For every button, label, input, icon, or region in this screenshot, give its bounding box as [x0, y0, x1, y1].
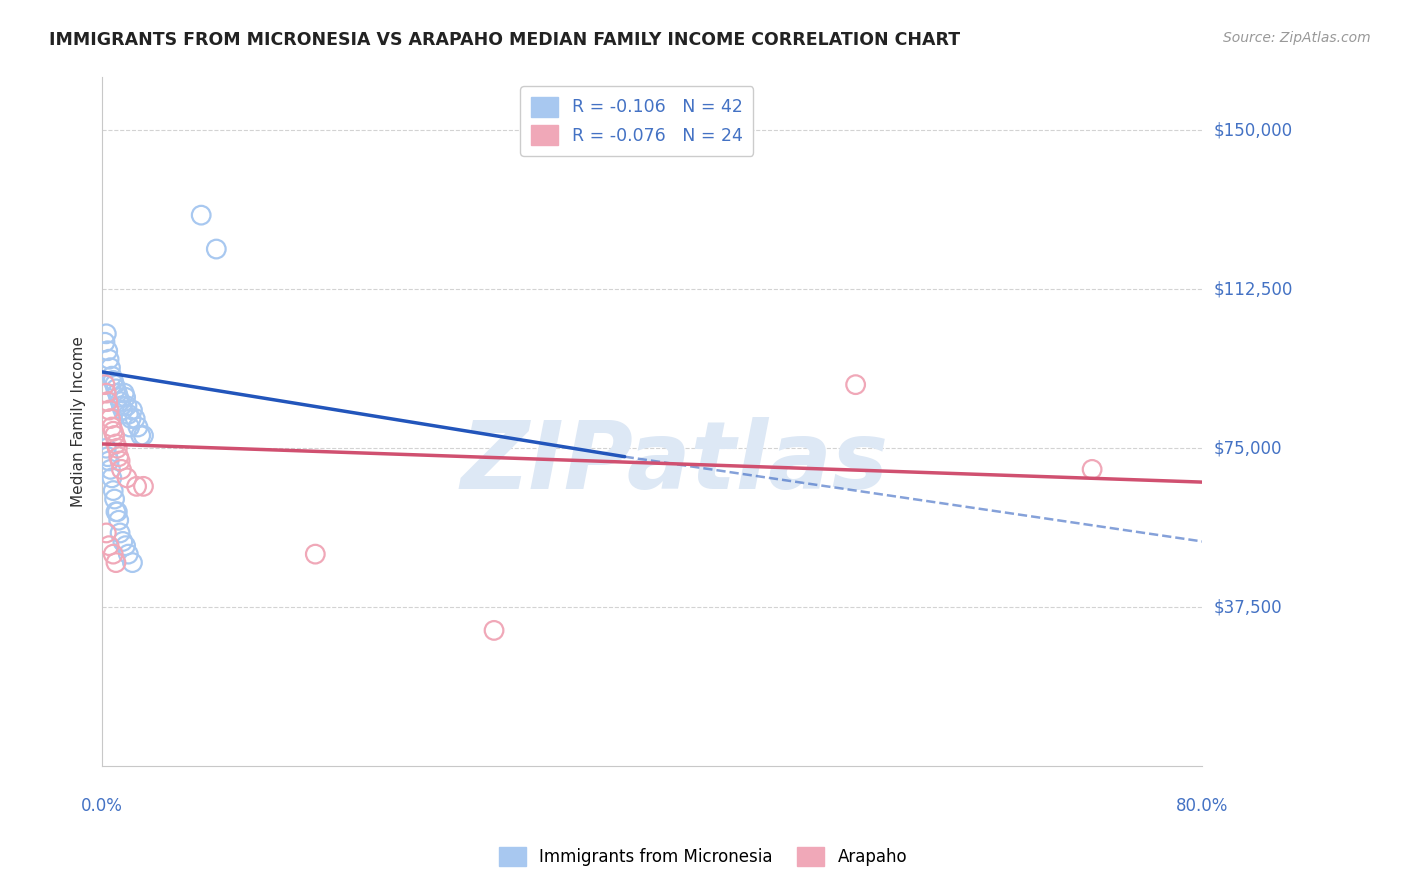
Point	[105, 386, 128, 401]
Point	[104, 382, 127, 396]
Text: $37,500: $37,500	[1213, 599, 1282, 616]
Point	[205, 242, 228, 256]
Text: 0.0%: 0.0%	[82, 797, 124, 814]
Point	[121, 556, 143, 570]
Point	[103, 377, 125, 392]
Point	[104, 556, 127, 570]
Legend: R = -0.106   N = 42, R = -0.076   N = 24: R = -0.106 N = 42, R = -0.076 N = 24	[520, 87, 754, 156]
Point	[115, 399, 138, 413]
Point	[108, 454, 131, 468]
Text: IMMIGRANTS FROM MICRONESIA VS ARAPAHO MEDIAN FAMILY INCOME CORRELATION CHART: IMMIGRANTS FROM MICRONESIA VS ARAPAHO ME…	[49, 31, 960, 49]
Point	[112, 386, 135, 401]
Point	[110, 462, 132, 476]
Point	[96, 326, 118, 341]
Point	[104, 437, 127, 451]
Point	[105, 441, 128, 455]
Text: $112,500: $112,500	[1213, 280, 1292, 298]
Point	[103, 424, 125, 438]
Point	[108, 525, 131, 540]
Point	[103, 428, 125, 442]
Point	[94, 335, 117, 350]
Text: Source: ZipAtlas.com: Source: ZipAtlas.com	[1223, 31, 1371, 45]
Point	[103, 491, 125, 506]
Point	[97, 450, 120, 464]
Point	[125, 479, 148, 493]
Point	[97, 394, 120, 409]
Point	[117, 547, 139, 561]
Text: 80.0%: 80.0%	[1175, 797, 1229, 814]
Point	[98, 454, 121, 468]
Point	[1081, 462, 1104, 476]
Point	[96, 386, 118, 401]
Point	[108, 394, 131, 409]
Y-axis label: Median Family Income: Median Family Income	[72, 336, 86, 508]
Point	[127, 420, 149, 434]
Point	[101, 420, 124, 434]
Point	[482, 624, 505, 638]
Point	[111, 534, 134, 549]
Point	[114, 539, 136, 553]
Point	[121, 403, 143, 417]
Point	[96, 525, 118, 540]
Point	[94, 377, 117, 392]
Point	[118, 420, 141, 434]
Point	[107, 390, 129, 404]
Point	[100, 360, 122, 375]
Point	[105, 505, 128, 519]
Point	[98, 403, 121, 417]
Text: ZIPatlas: ZIPatlas	[460, 417, 889, 509]
Point	[103, 373, 125, 387]
Point	[132, 428, 155, 442]
Point	[110, 399, 132, 413]
Point	[107, 450, 129, 464]
Point	[129, 428, 152, 442]
Text: $75,000: $75,000	[1213, 439, 1282, 458]
Point	[101, 471, 124, 485]
Point	[845, 377, 868, 392]
Point	[107, 513, 129, 527]
Point	[96, 441, 118, 455]
Legend: Immigrants from Micronesia, Arapaho: Immigrants from Micronesia, Arapaho	[492, 840, 914, 873]
Text: $150,000: $150,000	[1213, 121, 1292, 139]
Point	[98, 539, 121, 553]
Point	[103, 547, 125, 561]
Point	[115, 471, 138, 485]
Point	[97, 343, 120, 358]
Point	[101, 369, 124, 384]
Point	[190, 208, 212, 222]
Point	[304, 547, 326, 561]
Point	[124, 411, 146, 425]
Point	[132, 479, 155, 493]
Point	[103, 483, 125, 498]
Point	[98, 352, 121, 367]
Point	[117, 407, 139, 421]
Point	[104, 505, 127, 519]
Point	[114, 390, 136, 404]
Point	[100, 462, 122, 476]
Point	[100, 411, 122, 425]
Point	[111, 403, 134, 417]
Point	[120, 411, 142, 425]
